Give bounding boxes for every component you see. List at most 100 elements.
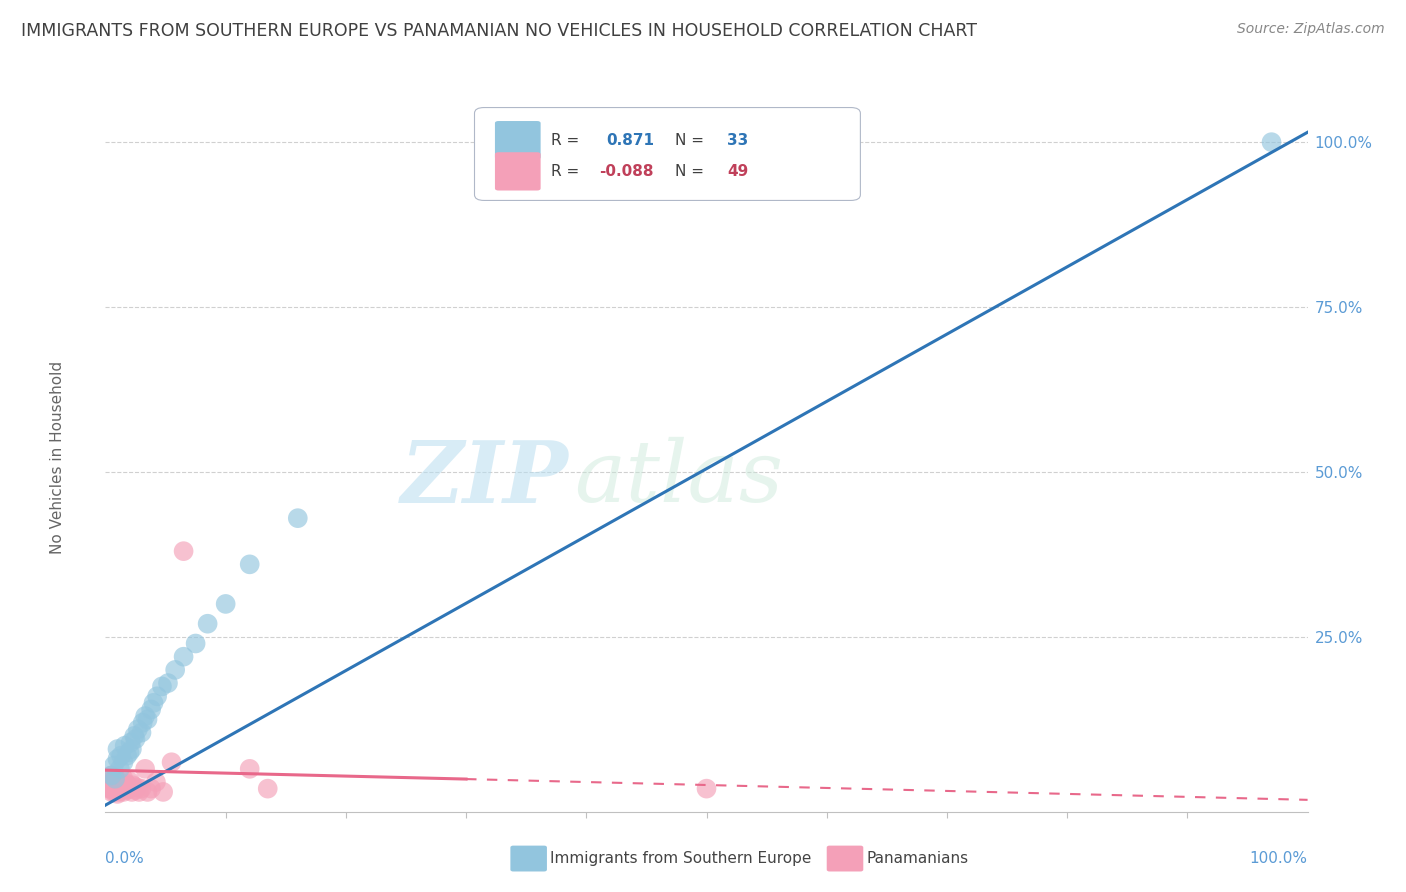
Text: ZIP: ZIP xyxy=(401,437,568,520)
Point xyxy=(125,780,148,795)
Point xyxy=(146,690,169,704)
Point xyxy=(173,544,195,558)
Text: R =: R = xyxy=(551,133,579,148)
Point xyxy=(134,709,156,723)
Point xyxy=(105,780,128,795)
Text: N =: N = xyxy=(675,164,704,179)
Point xyxy=(120,735,142,749)
Text: 0.871: 0.871 xyxy=(607,133,655,148)
Point xyxy=(156,676,179,690)
Point xyxy=(124,783,146,797)
Point xyxy=(118,781,141,796)
Point xyxy=(121,742,143,756)
Point xyxy=(98,775,121,789)
Text: Panamanians: Panamanians xyxy=(866,851,969,865)
Point xyxy=(104,783,127,797)
Point xyxy=(132,715,155,730)
Point xyxy=(145,775,167,789)
Point xyxy=(98,781,121,796)
Point xyxy=(108,783,131,797)
Point xyxy=(173,649,195,664)
Point xyxy=(107,752,129,766)
Point xyxy=(107,785,129,799)
Point xyxy=(100,778,122,792)
Point xyxy=(696,781,718,796)
Point xyxy=(150,679,173,693)
Point xyxy=(165,663,187,677)
Text: atlas: atlas xyxy=(574,437,783,520)
Point xyxy=(152,785,174,799)
Point xyxy=(104,775,127,789)
Text: -0.088: -0.088 xyxy=(599,164,654,179)
Point xyxy=(111,778,134,792)
Point xyxy=(103,778,125,792)
Point xyxy=(142,696,165,710)
FancyBboxPatch shape xyxy=(495,121,541,160)
Point xyxy=(98,772,121,786)
Point xyxy=(239,558,262,572)
Point xyxy=(184,636,207,650)
Point xyxy=(214,597,236,611)
Point xyxy=(118,745,141,759)
Point xyxy=(114,739,136,753)
Point xyxy=(197,616,219,631)
Point xyxy=(136,712,159,726)
Point xyxy=(100,768,122,782)
Point xyxy=(112,772,135,786)
Point xyxy=(114,781,136,796)
Point xyxy=(110,748,132,763)
Point xyxy=(128,785,150,799)
Point xyxy=(121,785,143,799)
Point xyxy=(108,762,131,776)
Point xyxy=(160,756,183,770)
Point xyxy=(117,778,139,792)
Text: Source: ZipAtlas.com: Source: ZipAtlas.com xyxy=(1237,22,1385,37)
Point xyxy=(120,775,142,789)
Point xyxy=(100,785,122,799)
Point xyxy=(103,785,125,799)
Point xyxy=(98,781,121,796)
Text: R =: R = xyxy=(551,164,579,179)
Point xyxy=(115,776,138,790)
Point xyxy=(112,785,135,799)
Point xyxy=(127,723,149,737)
Point xyxy=(108,775,131,789)
Point xyxy=(1260,135,1282,149)
Point xyxy=(287,511,309,525)
Text: 49: 49 xyxy=(727,164,748,179)
Point xyxy=(124,729,146,743)
Text: 33: 33 xyxy=(727,133,748,148)
Point xyxy=(131,725,153,739)
Text: 100.0%: 100.0% xyxy=(1250,851,1308,866)
Point xyxy=(122,778,145,792)
Point xyxy=(131,781,153,796)
Point xyxy=(134,762,156,776)
Point xyxy=(105,772,128,786)
FancyBboxPatch shape xyxy=(495,153,541,191)
Point xyxy=(139,702,162,716)
Point xyxy=(115,748,138,763)
Point xyxy=(107,778,129,792)
Point xyxy=(124,732,146,747)
Point xyxy=(115,783,138,797)
Text: IMMIGRANTS FROM SOUTHERN EUROPE VS PANAMANIAN NO VEHICLES IN HOUSEHOLD CORRELATI: IMMIGRANTS FROM SOUTHERN EUROPE VS PANAM… xyxy=(21,22,977,40)
Point xyxy=(104,772,127,786)
Point xyxy=(101,775,124,789)
Text: Immigrants from Southern Europe: Immigrants from Southern Europe xyxy=(550,851,811,865)
Point xyxy=(139,781,162,796)
Point xyxy=(107,787,129,801)
Text: N =: N = xyxy=(675,133,704,148)
Point xyxy=(107,742,129,756)
Point xyxy=(107,776,129,790)
Point xyxy=(256,781,278,796)
Point xyxy=(112,756,135,770)
Point xyxy=(239,762,262,776)
Text: No Vehicles in Household: No Vehicles in Household xyxy=(49,360,65,554)
FancyBboxPatch shape xyxy=(474,108,860,201)
Point xyxy=(136,785,159,799)
Point xyxy=(97,778,120,792)
Point xyxy=(110,780,132,795)
Point xyxy=(103,758,125,772)
Point xyxy=(101,781,124,796)
Point xyxy=(107,783,129,797)
